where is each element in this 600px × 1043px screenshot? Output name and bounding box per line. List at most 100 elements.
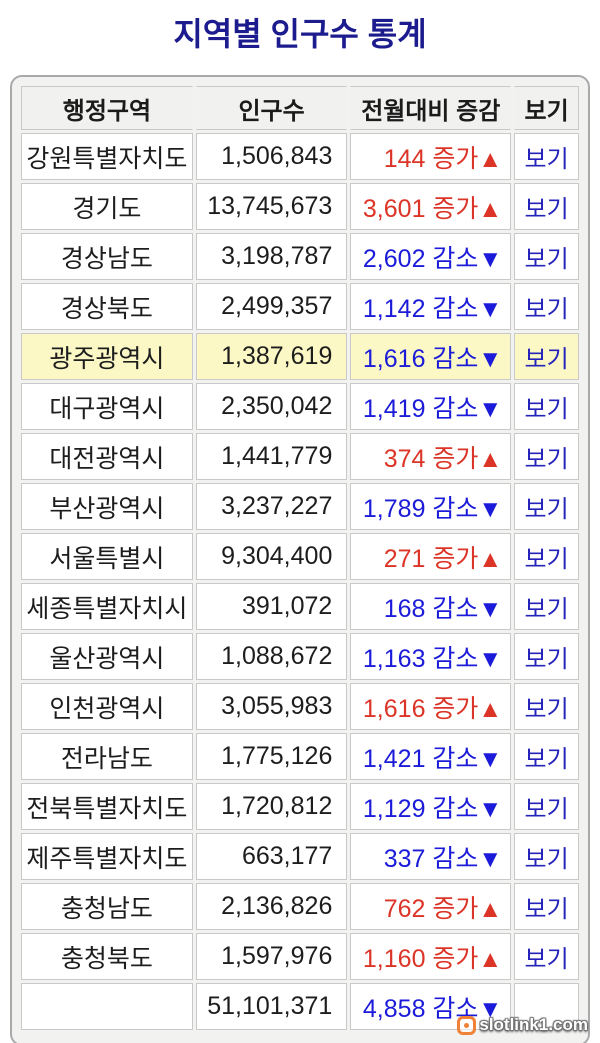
population-cell: 1,387,619 [195,333,348,380]
region-cell: 대전광역시 [21,433,193,480]
col-header-view: 보기 [514,86,579,130]
population-cell: 3,237,227 [195,483,348,530]
table-row: 세종특별자치시 391,072 168 감소▼ 보기 [21,583,579,630]
population-table-panel: 행정구역 인구수 전월대비 증감 보기 강원특별자치도 1,506,843 14… [10,75,590,1043]
table-row: 경상북도 2,499,357 1,142 감소▼ 보기 [21,283,579,330]
page-title: 지역별 인구수 통계 [173,16,427,52]
change-cell: 4,858 감소▼ [350,983,512,1030]
region-cell: 제주특별자치도 [21,833,193,880]
view-cell: 보기 [514,383,579,430]
population-cell: 1,506,843 [195,133,348,180]
change-cell: 374 증가▲ [350,433,512,480]
header-row: 행정구역 인구수 전월대비 증감 보기 [21,86,579,130]
change-cell: 1,421 감소▼ [350,733,512,780]
change-cell: 1,616 증가▲ [350,683,512,730]
view-link[interactable]: 보기 [524,946,569,973]
view-cell: 보기 [514,683,579,730]
region-cell: 대구광역시 [21,383,193,430]
change-cell: 3,601 증가▲ [350,183,512,230]
region-cell: 광주광역시 [21,333,193,380]
view-link[interactable]: 보기 [524,596,569,623]
table-row: 부산광역시 3,237,227 1,789 감소▼ 보기 [21,483,579,530]
population-cell: 3,198,787 [195,233,348,280]
region-cell: 부산광역시 [21,483,193,530]
table-row: 대구광역시 2,350,042 1,419 감소▼ 보기 [21,383,579,430]
table-row: 충청북도 1,597,976 1,160 증가▲ 보기 [21,933,579,980]
view-cell: 보기 [514,283,579,330]
view-link[interactable]: 보기 [524,196,569,223]
view-cell: 보기 [514,183,579,230]
region-cell: 경기도 [21,183,193,230]
change-cell: 1,142 감소▼ [350,283,512,330]
table-row: 강원특별자치도 1,506,843 144 증가▲ 보기 [21,133,579,180]
view-link[interactable]: 보기 [524,746,569,773]
population-cell: 1,775,126 [195,733,348,780]
population-cell: 1,088,672 [195,633,348,680]
col-header-region: 행정구역 [21,86,193,130]
view-cell: 보기 [514,533,579,580]
view-cell: 보기 [514,233,579,280]
view-link[interactable]: 보기 [524,446,569,473]
table-row: 전북특별자치도 1,720,812 1,129 감소▼ 보기 [21,783,579,830]
view-cell: 보기 [514,733,579,780]
population-cell: 1,720,812 [195,783,348,830]
table-row: 광주광역시 1,387,619 1,616 감소▼ 보기 [21,333,579,380]
region-cell: 충청북도 [21,933,193,980]
population-cell: 13,745,673 [195,183,348,230]
region-cell: 충청남도 [21,883,193,930]
population-cell: 2,350,042 [195,383,348,430]
view-link[interactable]: 보기 [524,246,569,273]
view-link[interactable]: 보기 [524,146,569,173]
view-cell [514,983,579,1030]
region-cell [21,983,193,1030]
region-cell: 경상남도 [21,233,193,280]
change-cell: 144 증가▲ [350,133,512,180]
table-row: 울산광역시 1,088,672 1,163 감소▼ 보기 [21,633,579,680]
view-cell: 보기 [514,883,579,930]
view-link[interactable]: 보기 [524,296,569,323]
view-cell: 보기 [514,433,579,480]
view-link[interactable]: 보기 [524,846,569,873]
table-row: 51,101,371 4,858 감소▼ [21,983,579,1030]
col-header-population: 인구수 [195,86,348,130]
change-cell: 1,129 감소▼ [350,783,512,830]
table-row: 대전광역시 1,441,779 374 증가▲ 보기 [21,433,579,480]
view-link[interactable]: 보기 [524,546,569,573]
region-cell: 전북특별자치도 [21,783,193,830]
view-link[interactable]: 보기 [524,346,569,373]
change-cell: 271 증가▲ [350,533,512,580]
change-cell: 1,419 감소▼ [350,383,512,430]
view-link[interactable]: 보기 [524,646,569,673]
region-cell: 경상북도 [21,283,193,330]
population-cell: 663,177 [195,833,348,880]
table-row: 서울특별시 9,304,400 271 증가▲ 보기 [21,533,579,580]
view-cell: 보기 [514,133,579,180]
table-row: 충청남도 2,136,826 762 증가▲ 보기 [21,883,579,930]
table-row: 인천광역시 3,055,983 1,616 증가▲ 보기 [21,683,579,730]
region-cell: 인천광역시 [21,683,193,730]
view-link[interactable]: 보기 [524,796,569,823]
table-row: 경상남도 3,198,787 2,602 감소▼ 보기 [21,233,579,280]
view-cell: 보기 [514,333,579,380]
population-cell: 2,136,826 [195,883,348,930]
view-link[interactable]: 보기 [524,396,569,423]
view-cell: 보기 [514,633,579,680]
change-cell: 1,616 감소▼ [350,333,512,380]
population-cell: 1,597,976 [195,933,348,980]
region-cell: 강원특별자치도 [21,133,193,180]
change-cell: 2,602 감소▼ [350,233,512,280]
view-link[interactable]: 보기 [524,496,569,523]
table-row: 경기도 13,745,673 3,601 증가▲ 보기 [21,183,579,230]
view-link[interactable]: 보기 [524,896,569,923]
view-cell: 보기 [514,833,579,880]
change-cell: 1,160 증가▲ [350,933,512,980]
change-cell: 1,789 감소▼ [350,483,512,530]
population-cell: 1,441,779 [195,433,348,480]
view-cell: 보기 [514,933,579,980]
view-link[interactable]: 보기 [524,696,569,723]
population-cell: 51,101,371 [195,983,348,1030]
view-cell: 보기 [514,483,579,530]
population-cell: 9,304,400 [195,533,348,580]
table-row: 전라남도 1,775,126 1,421 감소▼ 보기 [21,733,579,780]
population-cell: 3,055,983 [195,683,348,730]
